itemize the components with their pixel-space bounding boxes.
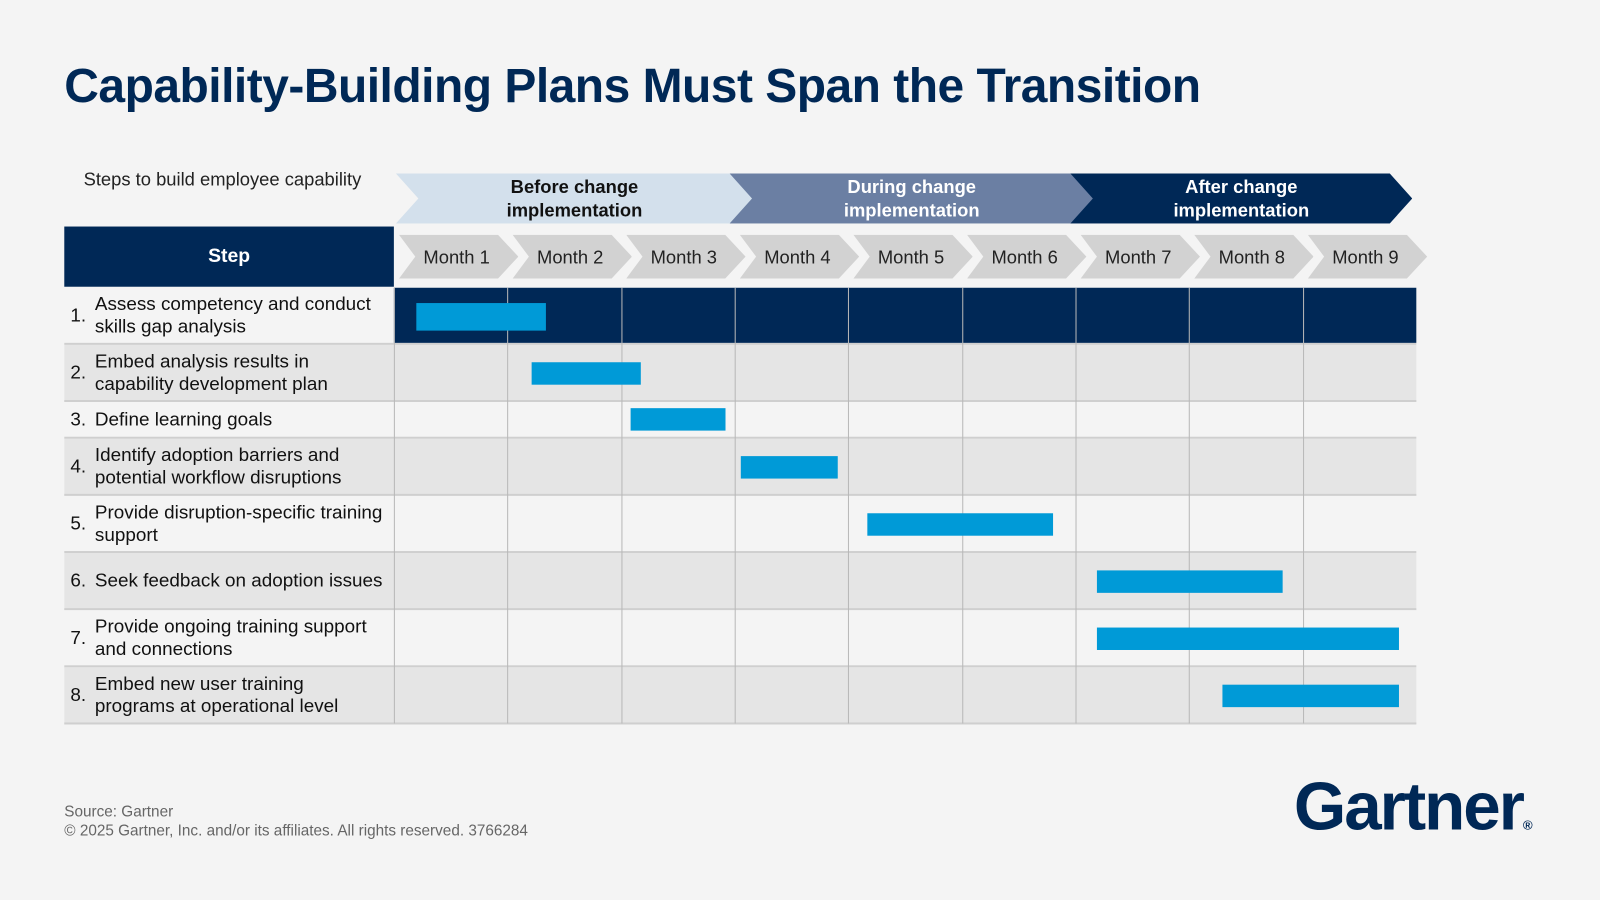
step-number: 2.: [70, 361, 87, 383]
step-label: 5. Provide disruption-specific training s…: [70, 496, 386, 551]
gridline: [848, 287, 850, 724]
step-column-header: Step: [64, 226, 394, 287]
step-text: Identify adoption barriers and potential…: [94, 443, 342, 488]
gantt-bar-step-6: [1097, 570, 1283, 593]
table-row: 8. Embed new user training programs at op…: [64, 667, 1417, 725]
month-header-7: Month 7: [1081, 235, 1200, 279]
step-text: Provide disruption-specific training sup…: [94, 501, 383, 545]
gantt-bar-step-7: [1097, 627, 1400, 650]
step-number: 4.: [70, 455, 87, 477]
month-header-6: Month 6: [967, 235, 1086, 279]
step-text: Define learning goals: [94, 408, 273, 430]
month-header-4: Month 4: [740, 235, 859, 279]
month-header-2: Month 2: [513, 235, 632, 279]
footer: Source: Gartner © 2025 Gartner, Inc. and…: [64, 802, 528, 841]
phase-label: During change implementation: [843, 176, 980, 220]
gantt-bar-step-1: [416, 302, 547, 331]
step-number: 5.: [70, 512, 87, 534]
table-row: 6. Seek feedback on adoption issues: [64, 553, 1417, 611]
month-header-9: Month 9: [1308, 235, 1427, 279]
gridline: [507, 287, 509, 724]
gantt-bar-step-2: [531, 362, 641, 385]
step-text: Seek feedback on adoption issues: [94, 569, 383, 591]
table-row: 4. Identify adoption barriers and potenti…: [64, 438, 1417, 496]
month-header-1: Month 1: [399, 235, 518, 279]
step-label: 2. Embed analysis results in capability d…: [70, 345, 386, 400]
step-label: 6. Seek feedback on adoption issues: [70, 553, 386, 608]
steps-caption: Steps to build employee capability: [83, 169, 362, 190]
table-row: 2. Embed analysis results in capability d…: [64, 344, 1417, 403]
copyright-note: © 2025 Gartner, Inc. and/or its affiliat…: [64, 822, 528, 840]
phase-2: During change implementation: [730, 173, 1094, 223]
step-label: 1. Assess competency and conduct skills g…: [70, 288, 386, 343]
month-header-8: Month 8: [1194, 235, 1313, 279]
gantt-bar-step-3: [630, 408, 726, 431]
month-header-5: Month 5: [853, 235, 972, 279]
gridline: [1189, 287, 1191, 724]
step-number: 7.: [70, 626, 87, 648]
gantt-bar-step-5: [867, 513, 1053, 536]
month-header-3: Month 3: [626, 235, 745, 279]
step-number: 1.: [70, 304, 87, 326]
step-number: 3.: [70, 408, 87, 430]
phase-1: Before change implementation: [396, 173, 753, 223]
step-number: 8.: [70, 683, 87, 706]
table-row: 5. Provide disruption-specific training s…: [64, 495, 1417, 554]
step-text: Assess competency and conduct skills gap…: [94, 292, 371, 337]
gridline: [1302, 287, 1304, 724]
source-note: Source: Gartner: [64, 803, 174, 821]
table-row: 3. Define learning goals: [64, 402, 1417, 439]
page-title: Capability-Building Plans Must Span the …: [64, 58, 1201, 113]
gartner-logo: Gartner®: [1293, 768, 1533, 844]
step-label: 7. Provide ongoing training support and c…: [70, 610, 386, 665]
table-row: 1. Assess competency and conduct skills g…: [64, 287, 1417, 345]
phase-label: After change implementation: [1173, 176, 1310, 220]
gridline: [734, 287, 736, 724]
step-label: 4. Identify adoption barriers and potenti…: [70, 439, 386, 494]
gantt-bar-step-8: [1222, 684, 1400, 708]
step-text: Embed new user training programs at oper…: [94, 672, 339, 717]
highlight-band: [393, 287, 1417, 343]
gridline: [621, 287, 623, 724]
gantt-bar-step-4: [740, 456, 839, 479]
gridline: [961, 287, 963, 724]
phase-label: Before change implementation: [506, 176, 643, 220]
step-number: 6.: [70, 569, 87, 591]
step-text: Provide ongoing training support and con…: [94, 615, 367, 660]
gridline: [1075, 287, 1077, 724]
phase-3: After change implementation: [1070, 173, 1412, 223]
step-label: 8. Embed new user training programs at op…: [70, 667, 386, 722]
step-text: Embed analysis results in capability dev…: [94, 349, 328, 394]
step-label: 3. Define learning goals: [70, 402, 386, 437]
gridline: [393, 287, 395, 724]
